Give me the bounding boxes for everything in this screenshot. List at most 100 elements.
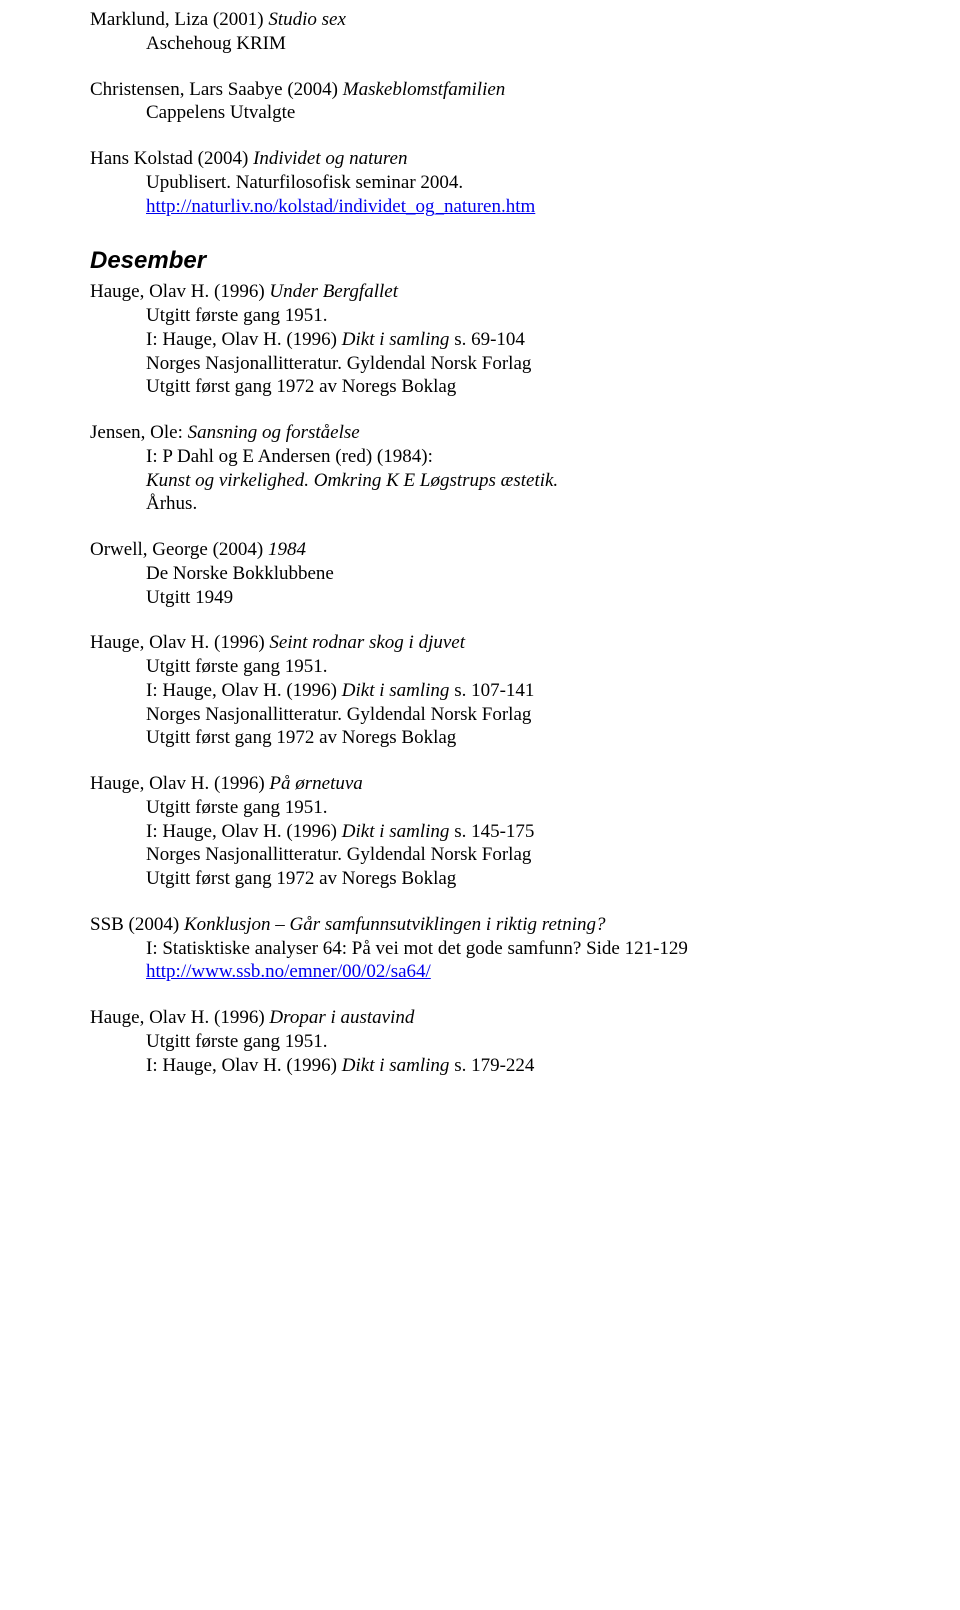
bibliography-entry: Hauge, Olav H. (1996) På ørnetuvaUtgitt …	[90, 772, 960, 891]
entry-line: Aschehoug KRIM	[90, 32, 960, 56]
bibliography-entry: Hauge, Olav H. (1996) Dropar i austavind…	[90, 1006, 960, 1077]
entries-top: Marklund, Liza (2001) Studio sexAschehou…	[90, 8, 960, 218]
entry-text: Utgitt første gang 1951.	[146, 656, 328, 677]
entry-text: I: Hauge, Olav H. (1996)	[146, 1055, 342, 1076]
entry-line: De Norske Bokklubbene	[90, 562, 960, 586]
entry-text: Jensen, Ole:	[90, 422, 188, 443]
entry-title: Dikt i samling	[342, 821, 450, 842]
entry-text: I: Hauge, Olav H. (1996)	[146, 821, 342, 842]
entry-text: Norges Nasjonallitteratur. Gyldendal Nor…	[146, 704, 531, 725]
entry-text: Utgitt 1949	[146, 587, 233, 608]
entry-line: SSB (2004) Konklusjon – Går samfunnsutvi…	[90, 913, 960, 937]
entry-title: På ørnetuva	[269, 773, 362, 794]
entry-line: Christensen, Lars Saabye (2004) Maskeblo…	[90, 78, 960, 102]
entry-text: Utgitt første gang 1951.	[146, 305, 328, 326]
entry-line: I: Hauge, Olav H. (1996) Dikt i samling …	[90, 820, 960, 844]
entry-link[interactable]: http://naturliv.no/kolstad/individet_og_…	[146, 196, 535, 217]
entry-text: Utgitt først gang 1972 av Noregs Boklag	[146, 727, 456, 748]
entry-line: Utgitt første gang 1951.	[90, 655, 960, 679]
entry-text: Cappelens Utvalgte	[146, 102, 295, 123]
entry-title: Dikt i samling	[342, 1055, 450, 1076]
entry-text: s. 179-224	[449, 1055, 534, 1076]
entry-title: Under Bergfallet	[269, 281, 398, 302]
entry-title: Dropar i austavind	[269, 1007, 414, 1028]
entry-text: I: P Dahl og E Andersen (red) (1984):	[146, 446, 433, 467]
bibliography-entry: Christensen, Lars Saabye (2004) Maskeblo…	[90, 78, 960, 126]
entry-text: s. 145-175	[449, 821, 534, 842]
entry-text: Hans Kolstad (2004)	[90, 148, 253, 169]
entry-text: Aschehoug KRIM	[146, 33, 286, 54]
entry-line: I: Statisktiske analyser 64: På vei mot …	[90, 937, 960, 961]
entry-line: Utgitt første gang 1951.	[90, 1030, 960, 1054]
entry-line: Utgitt første gang 1951.	[90, 304, 960, 328]
entry-text: s. 107-141	[449, 680, 534, 701]
entry-text: Utgitt første gang 1951.	[146, 797, 328, 818]
entry-line: Orwell, George (2004) 1984	[90, 538, 960, 562]
entry-line: Utgitt første gang 1951.	[90, 796, 960, 820]
entry-text: Orwell, George (2004)	[90, 539, 268, 560]
bibliography-entry: Hans Kolstad (2004) Individet og naturen…	[90, 147, 960, 218]
entry-title: Seint rodnar skog i djuvet	[269, 632, 465, 653]
entry-line: Utgitt først gang 1972 av Noregs Boklag	[90, 375, 960, 399]
entry-line: I: Hauge, Olav H. (1996) Dikt i samling …	[90, 679, 960, 703]
entry-line: Marklund, Liza (2001) Studio sex	[90, 8, 960, 32]
entry-line: Hauge, Olav H. (1996) På ørnetuva	[90, 772, 960, 796]
entry-text: I: Hauge, Olav H. (1996)	[146, 680, 342, 701]
entry-text: I: Hauge, Olav H. (1996)	[146, 329, 342, 350]
entry-text: Norges Nasjonallitteratur. Gyldendal Nor…	[146, 844, 531, 865]
entry-text: Hauge, Olav H. (1996)	[90, 632, 269, 653]
entry-title: Individet og naturen	[253, 148, 407, 169]
entry-line: Norges Nasjonallitteratur. Gyldendal Nor…	[90, 352, 960, 376]
entry-text: I: Statisktiske analyser 64: På vei mot …	[146, 938, 688, 959]
entry-line: http://naturliv.no/kolstad/individet_og_…	[90, 195, 960, 219]
entry-text: Utgitt først gang 1972 av Noregs Boklag	[146, 376, 456, 397]
bibliography-entry: Orwell, George (2004) 1984De Norske Bokk…	[90, 538, 960, 609]
entry-line: I: P Dahl og E Andersen (red) (1984):	[90, 445, 960, 469]
entry-text: Upublisert. Naturfilosofisk seminar 2004…	[146, 172, 463, 193]
entry-text: Marklund, Liza (2001)	[90, 9, 268, 30]
entries-bottom: Hauge, Olav H. (1996) Under BergfalletUt…	[90, 280, 960, 1077]
entry-line: Århus.	[90, 492, 960, 516]
entry-line: Utgitt først gang 1972 av Noregs Boklag	[90, 867, 960, 891]
entry-text: s. 69-104	[449, 329, 524, 350]
entry-line: Utgitt 1949	[90, 586, 960, 610]
entry-line: Upublisert. Naturfilosofisk seminar 2004…	[90, 171, 960, 195]
entry-line: Hauge, Olav H. (1996) Under Bergfallet	[90, 280, 960, 304]
entry-text: De Norske Bokklubbene	[146, 563, 334, 584]
entry-link[interactable]: http://www.ssb.no/emner/00/02/sa64/	[146, 961, 431, 982]
entry-text: SSB (2004)	[90, 914, 184, 935]
bibliography-entry: Jensen, Ole: Sansning og forståelseI: P …	[90, 421, 960, 516]
entry-text: Århus.	[146, 493, 197, 514]
entry-line: Hauge, Olav H. (1996) Seint rodnar skog …	[90, 631, 960, 655]
entry-line: Hauge, Olav H. (1996) Dropar i austavind	[90, 1006, 960, 1030]
entry-text: Utgitt første gang 1951.	[146, 1031, 328, 1052]
entry-line: Cappelens Utvalgte	[90, 101, 960, 125]
entry-line: I: Hauge, Olav H. (1996) Dikt i samling …	[90, 328, 960, 352]
entry-title: Dikt i samling	[342, 680, 450, 701]
entry-title: Konklusjon – Går samfunnsutviklingen i r…	[184, 914, 606, 935]
entry-line: Jensen, Ole: Sansning og forståelse	[90, 421, 960, 445]
section-heading: Desember	[90, 246, 960, 276]
entry-text: Hauge, Olav H. (1996)	[90, 1007, 269, 1028]
bibliography-entry: SSB (2004) Konklusjon – Går samfunnsutvi…	[90, 913, 960, 984]
entry-line: I: Hauge, Olav H. (1996) Dikt i samling …	[90, 1054, 960, 1078]
entry-title: Studio sex	[268, 9, 346, 30]
entry-text: Hauge, Olav H. (1996)	[90, 773, 269, 794]
entry-line: Norges Nasjonallitteratur. Gyldendal Nor…	[90, 843, 960, 867]
entry-text: Utgitt først gang 1972 av Noregs Boklag	[146, 868, 456, 889]
entry-title: Kunst og virkelighed. Omkring K E Løgstr…	[146, 470, 558, 491]
entry-title: Dikt i samling	[342, 329, 450, 350]
entry-line: http://www.ssb.no/emner/00/02/sa64/	[90, 960, 960, 984]
entry-line: Norges Nasjonallitteratur. Gyldendal Nor…	[90, 703, 960, 727]
entry-line: Utgitt først gang 1972 av Noregs Boklag	[90, 726, 960, 750]
entry-title: Maskeblomstfamilien	[343, 79, 506, 100]
entry-title: Sansning og forståelse	[188, 422, 360, 443]
bibliography-entry: Hauge, Olav H. (1996) Under BergfalletUt…	[90, 280, 960, 399]
entry-text: Hauge, Olav H. (1996)	[90, 281, 269, 302]
bibliography-entry: Marklund, Liza (2001) Studio sexAschehou…	[90, 8, 960, 56]
entry-line: Kunst og virkelighed. Omkring K E Løgstr…	[90, 469, 960, 493]
entry-title: 1984	[268, 539, 306, 560]
entry-text: Norges Nasjonallitteratur. Gyldendal Nor…	[146, 353, 531, 374]
entry-line: Hans Kolstad (2004) Individet og naturen	[90, 147, 960, 171]
entry-text: Christensen, Lars Saabye (2004)	[90, 79, 343, 100]
